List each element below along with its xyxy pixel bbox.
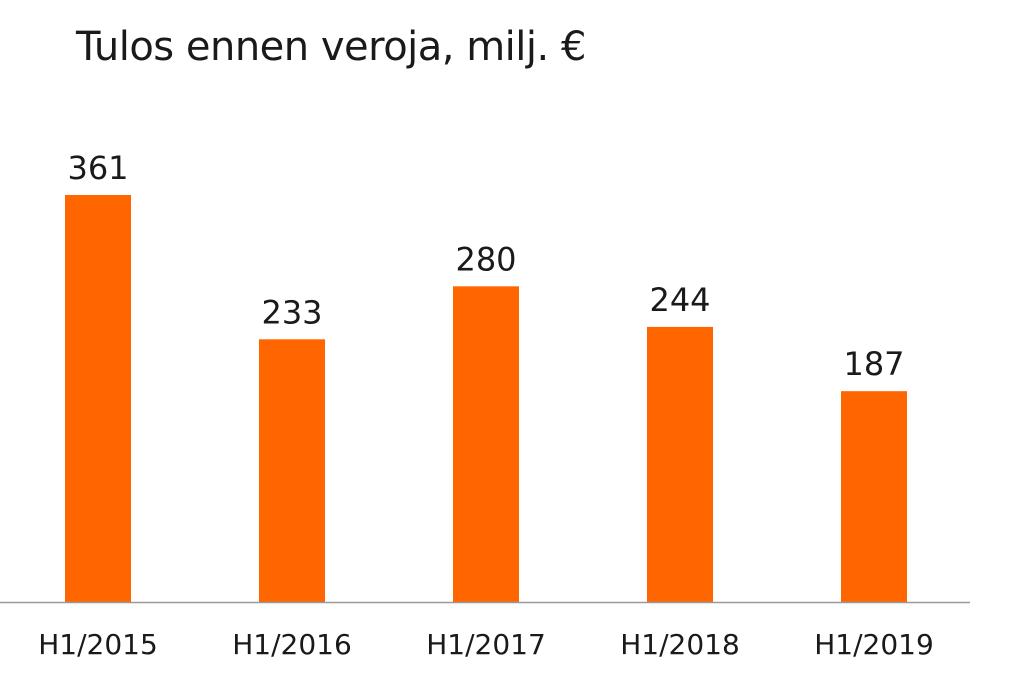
category-label: H1/2019 <box>814 628 934 661</box>
value-label: 233 <box>261 293 322 331</box>
bar-h1-2019 <box>841 391 907 602</box>
value-label: 280 <box>455 240 516 278</box>
chart-title: Tulos ennen veroja, milj. € <box>76 24 586 70</box>
bar-h1-2016 <box>259 339 325 602</box>
category-label: H1/2015 <box>38 628 158 661</box>
category-label: H1/2016 <box>232 628 352 661</box>
category-label: H1/2017 <box>426 628 546 661</box>
bar-h1-2017 <box>453 286 519 602</box>
value-label: 361 <box>67 149 128 187</box>
category-label: H1/2018 <box>620 628 740 661</box>
value-label: 244 <box>649 281 710 319</box>
bar-h1-2018 <box>647 326 713 602</box>
bar-h1-2015 <box>65 195 131 602</box>
value-label: 187 <box>843 345 904 383</box>
